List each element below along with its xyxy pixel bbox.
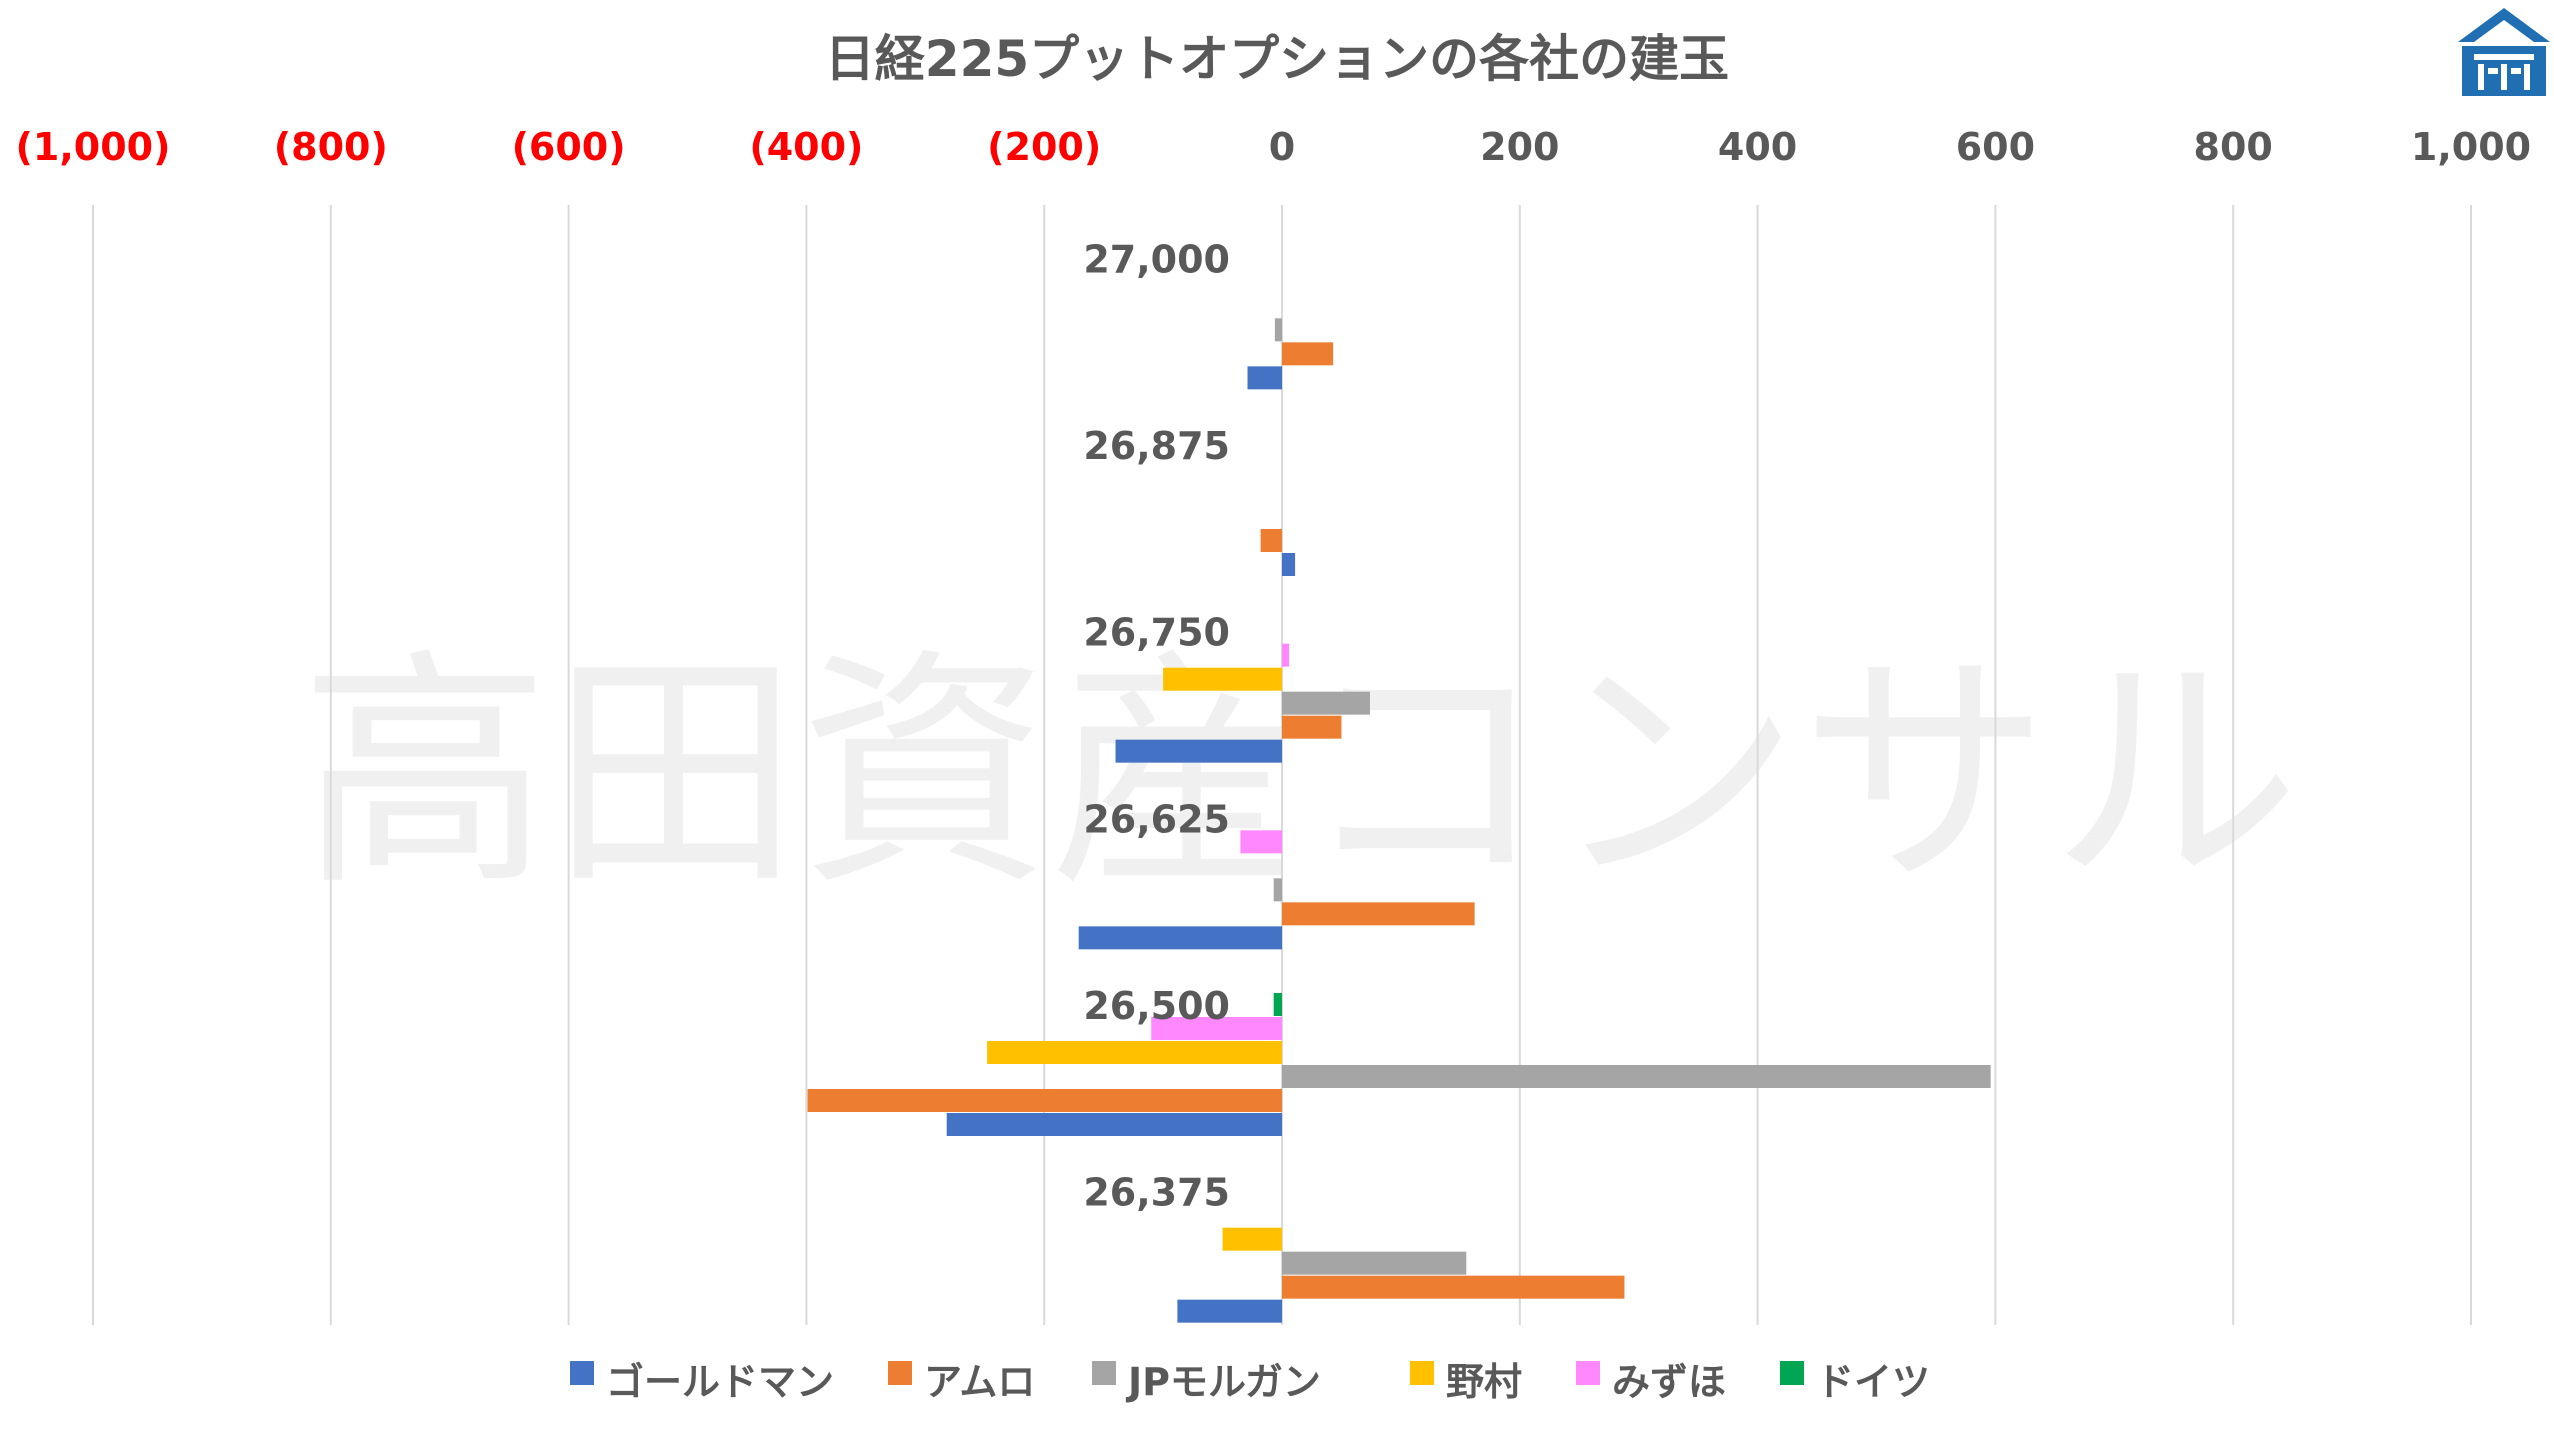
legend-label: アムロ (924, 1360, 1035, 1404)
legend-label: みずほ (1612, 1360, 1726, 1404)
gridlines (92, 205, 2472, 1325)
category-label: 26,375 (1083, 1171, 1230, 1215)
legend-swatch (570, 1361, 594, 1385)
legend-swatch (888, 1361, 912, 1385)
bar (1273, 993, 1282, 1016)
bars (807, 318, 1991, 1323)
house-logo-icon (2458, 8, 2550, 96)
x-tick-label: (1,000) (16, 125, 171, 169)
x-tick-label: (200) (987, 125, 1101, 169)
bar (1282, 643, 1290, 667)
x-tick-label: (400) (749, 125, 863, 169)
x-tick-label: 400 (1718, 125, 1797, 169)
bar (1282, 1275, 1625, 1299)
bar (1282, 902, 1475, 926)
x-tick-label: (600) (512, 125, 626, 169)
x-tick-label: (800) (274, 125, 388, 169)
x-tick-label: 600 (1956, 125, 2035, 169)
category-label: 26,750 (1083, 611, 1230, 655)
legend-swatch (1092, 1361, 1116, 1385)
bar (946, 1113, 1282, 1136)
bar (1260, 529, 1282, 552)
bar (1282, 691, 1370, 715)
legend-swatch (1410, 1361, 1434, 1385)
x-tick-label: 800 (2194, 125, 2273, 169)
bar (1222, 1227, 1282, 1251)
bar (1115, 739, 1282, 763)
bar (1240, 830, 1282, 854)
x-tick-label: 200 (1480, 125, 1559, 169)
category-label: 26,500 (1083, 984, 1230, 1028)
legend-label: ドイツ (1816, 1360, 1930, 1404)
bar (1273, 878, 1282, 902)
bar (1282, 1065, 1991, 1088)
bar (1282, 342, 1334, 366)
category-label: 27,000 (1083, 237, 1230, 281)
bar (1247, 366, 1282, 390)
bar (1151, 1017, 1282, 1040)
legend-label: JPモルガン (1125, 1360, 1321, 1404)
bar (1274, 318, 1282, 342)
bar (1163, 667, 1282, 691)
bar (1282, 1251, 1467, 1275)
x-tick-label: 1,000 (2411, 125, 2531, 169)
bar (1282, 715, 1342, 739)
legend-label: ゴールドマン (606, 1360, 834, 1404)
bar (987, 1041, 1282, 1064)
bar (1078, 926, 1282, 950)
bar (807, 1089, 1282, 1112)
category-labels: 27,000 26,875 26,750 26,625 26,500 26,375 (1083, 237, 1230, 1214)
x-tick-label: 0 (1269, 125, 1295, 169)
bar (1177, 1299, 1282, 1323)
bar (1282, 553, 1296, 576)
category-label: 26,625 (1083, 797, 1230, 841)
watermark-text: 高田資産コンサル (300, 628, 2300, 919)
category-label: 26,875 (1083, 424, 1230, 468)
chart-title: 日経225プットオプションの各社の建玉 (825, 30, 1729, 88)
legend-label: 野村 (1446, 1360, 1522, 1404)
x-axis-tick-labels: (1,000) (800) (600) (400) (200) 0 200 400 600 800… (16, 125, 2532, 169)
legend-swatch (1780, 1361, 1804, 1385)
legend: ゴールドマン アムロ JPモルガン 野村 みずほ ドイツ (570, 1360, 1930, 1404)
legend-swatch (1576, 1361, 1600, 1385)
